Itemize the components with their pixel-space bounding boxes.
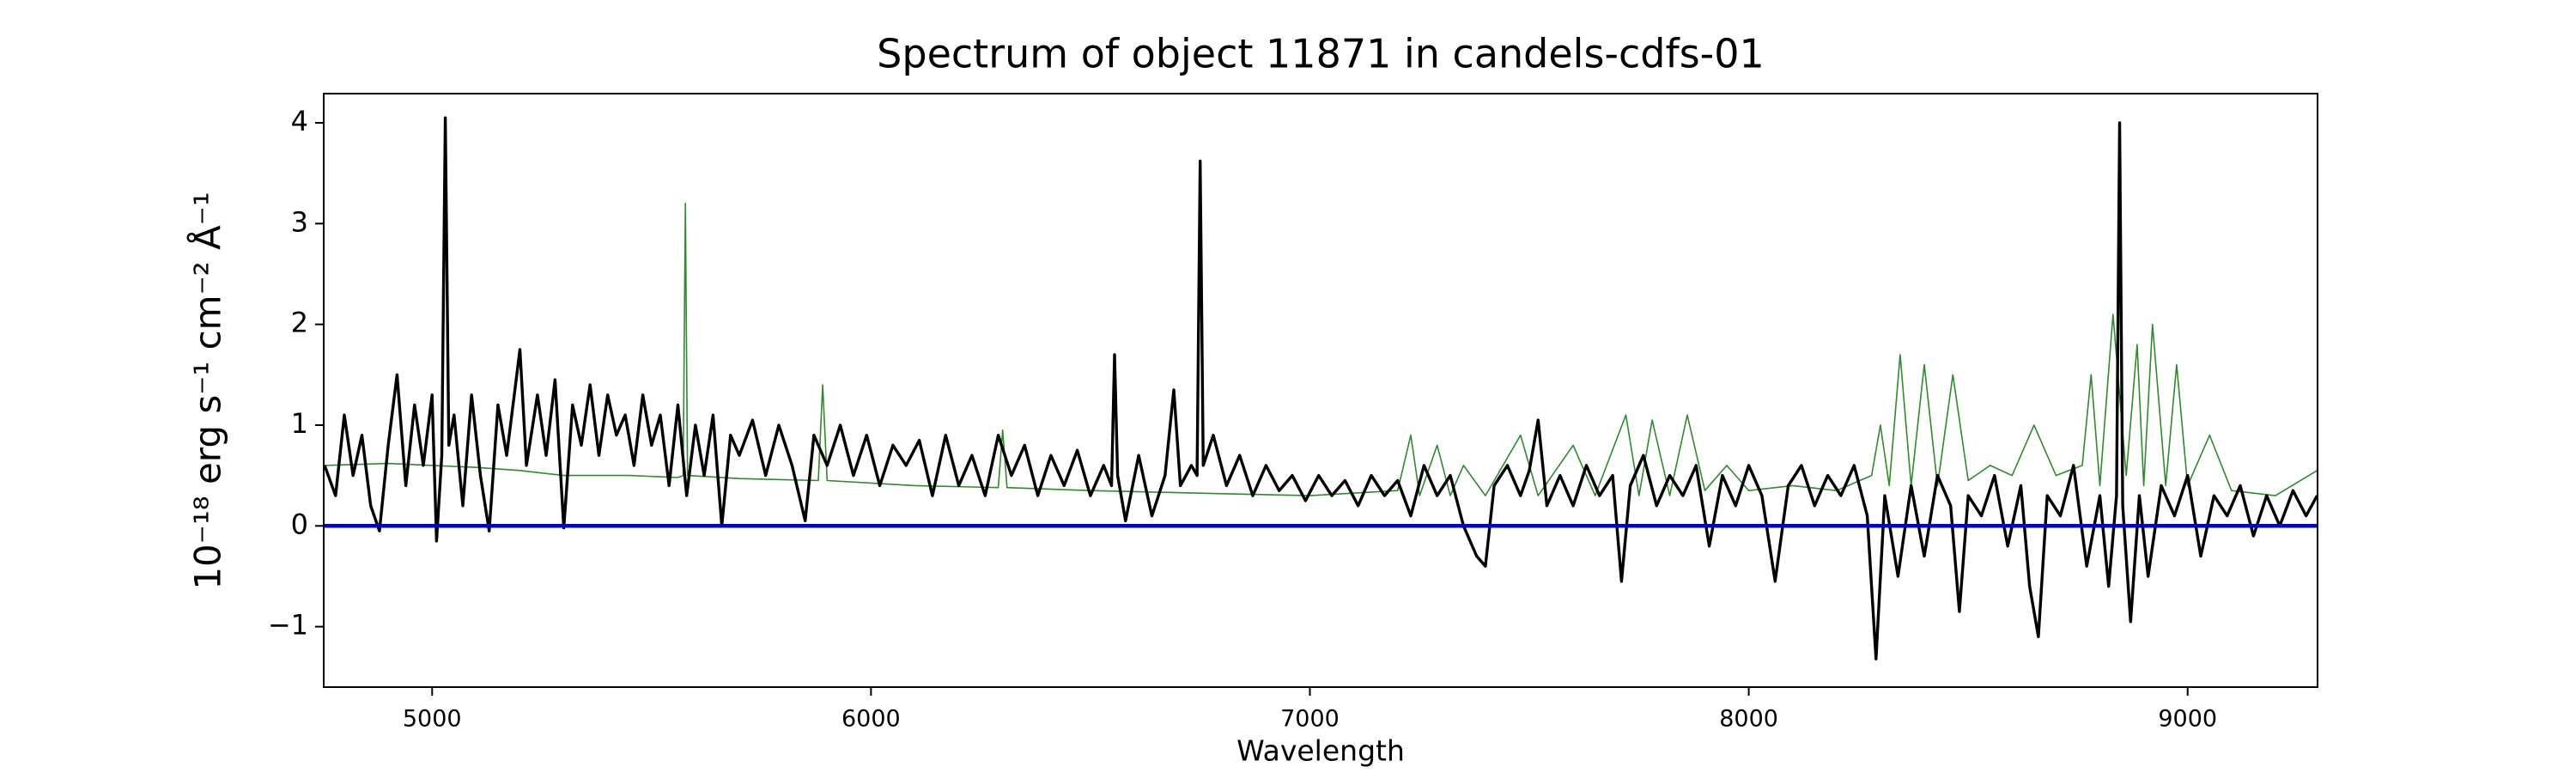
spectrum-line <box>324 203 2318 496</box>
y-tick-label: 2 <box>291 307 308 339</box>
y-tick-label: 1 <box>291 407 308 440</box>
x-tick-label: 7000 <box>1280 706 1340 733</box>
y-tick-label: 0 <box>291 508 308 540</box>
x-tick-label: 6000 <box>841 706 901 733</box>
y-axis-label: 10⁻¹⁸ erg s⁻¹ cm⁻² Å⁻¹ <box>186 192 229 589</box>
y-tick-label: −1 <box>268 609 308 642</box>
y-tick-label: 3 <box>291 205 308 238</box>
plot-frame <box>323 93 2318 688</box>
x-tick-label: 8000 <box>1719 706 1778 733</box>
spectrum-line <box>324 116 2318 660</box>
x-axis-label: Wavelength <box>1236 734 1405 768</box>
x-tick-label: 5000 <box>403 706 462 733</box>
y-tick-label: 4 <box>291 105 308 137</box>
x-tick-label: 9000 <box>2158 706 2217 733</box>
chart-title: Spectrum of object 11871 in candels-cdfs… <box>877 31 1765 77</box>
